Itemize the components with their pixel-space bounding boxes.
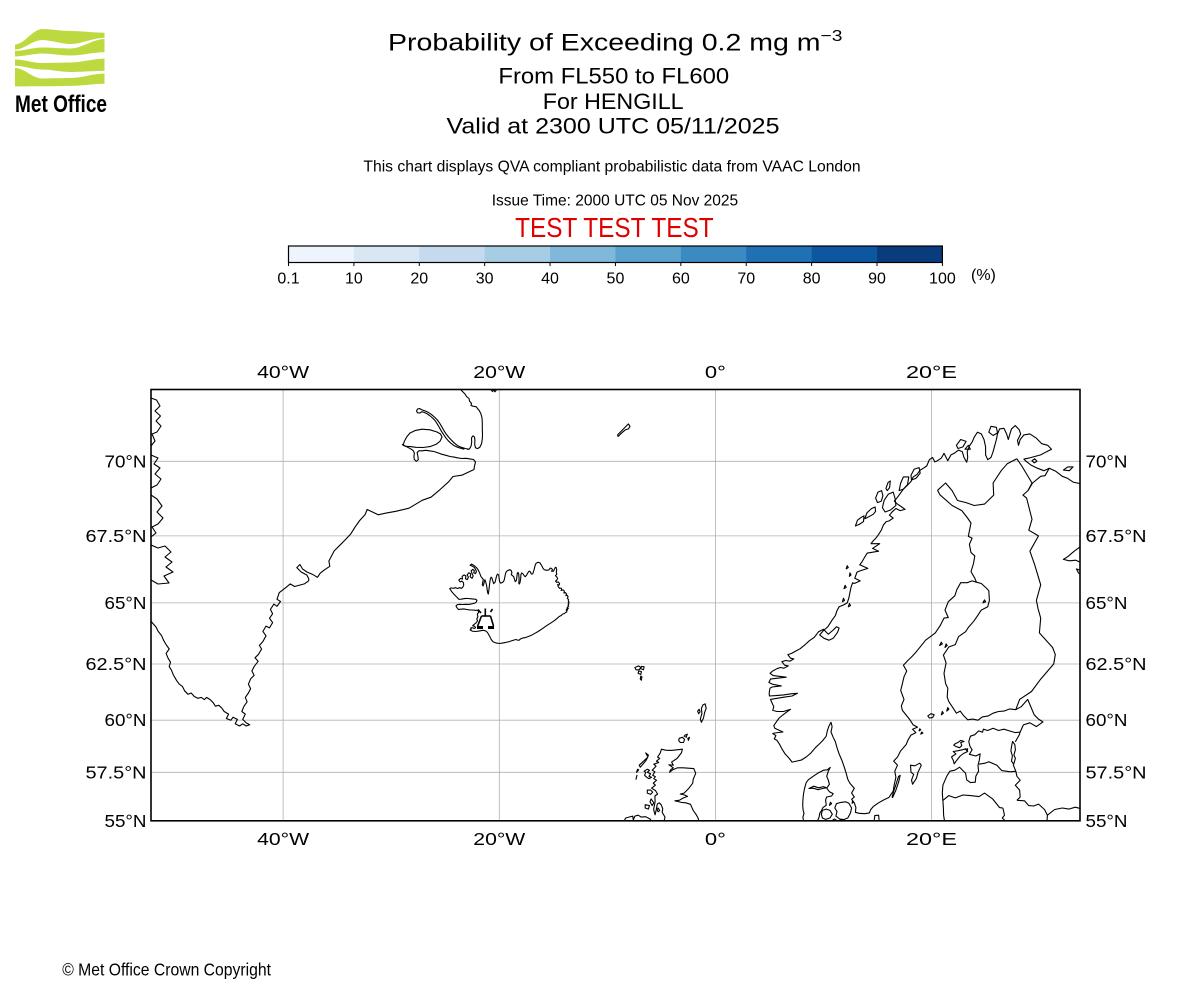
svg-text:40: 40	[541, 271, 559, 288]
svg-text:Valid at 2300 UTC 05/11/2025: Valid at 2300 UTC 05/11/2025	[447, 114, 780, 139]
svg-text:For HENGILL: For HENGILL	[543, 89, 684, 114]
svg-text:© Met Office Crown Copyright: © Met Office Crown Copyright	[62, 960, 271, 980]
svg-text:70: 70	[737, 271, 755, 288]
svg-text:0°: 0°	[705, 829, 726, 849]
svg-text:70°N: 70°N	[1086, 451, 1128, 471]
svg-text:62.5°N: 62.5°N	[86, 654, 147, 674]
svg-text:0°: 0°	[705, 362, 726, 382]
svg-text:67.5°N: 67.5°N	[1086, 526, 1147, 546]
svg-text:Met Office: Met Office	[15, 91, 107, 118]
svg-text:Issue Time: 2000 UTC 05 Nov 20: Issue Time: 2000 UTC 05 Nov 2025	[492, 193, 739, 210]
svg-text:TEST TEST TEST: TEST TEST TEST	[515, 212, 714, 243]
svg-text:57.5°N: 57.5°N	[1086, 762, 1147, 782]
svg-text:30: 30	[476, 271, 494, 288]
svg-text:This chart displays QVA compli: This chart displays QVA compliant probab…	[363, 159, 860, 176]
svg-text:20°W: 20°W	[473, 829, 526, 849]
svg-text:40°W: 40°W	[257, 362, 310, 382]
svg-text:60°N: 60°N	[1086, 710, 1128, 730]
svg-text:From FL550 to FL600: From FL550 to FL600	[498, 63, 729, 88]
svg-text:20°E: 20°E	[906, 829, 957, 849]
svg-text:20°E: 20°E	[906, 362, 957, 382]
svg-text:80: 80	[803, 271, 821, 288]
svg-text:57.5°N: 57.5°N	[86, 762, 147, 782]
svg-text:50: 50	[607, 271, 625, 288]
svg-text:65°N: 65°N	[1086, 593, 1128, 613]
svg-text:Probability of Exceeding 0.2 m: Probability of Exceeding 0.2 mg m	[388, 29, 821, 56]
svg-text:55°N: 55°N	[1086, 811, 1128, 831]
svg-text:67.5°N: 67.5°N	[86, 526, 147, 546]
svg-text:70°N: 70°N	[105, 451, 147, 471]
svg-text:55°N: 55°N	[105, 811, 147, 831]
svg-text:0.1: 0.1	[277, 271, 299, 288]
svg-text:62.5°N: 62.5°N	[1086, 654, 1147, 674]
svg-text:(%): (%)	[971, 267, 996, 284]
svg-text:−3: −3	[821, 28, 843, 45]
svg-text:90: 90	[868, 271, 886, 288]
svg-text:40°W: 40°W	[257, 829, 310, 849]
svg-text:65°N: 65°N	[105, 593, 147, 613]
svg-text:60: 60	[672, 271, 690, 288]
svg-text:20°W: 20°W	[473, 362, 526, 382]
svg-text:20: 20	[410, 271, 428, 288]
svg-text:100: 100	[929, 271, 956, 288]
svg-text:10: 10	[345, 271, 363, 288]
svg-text:60°N: 60°N	[105, 710, 147, 730]
